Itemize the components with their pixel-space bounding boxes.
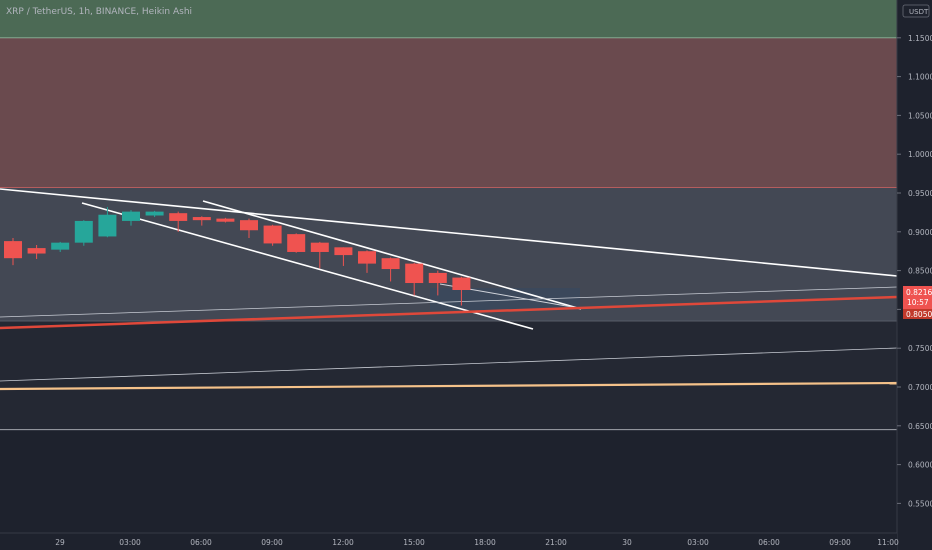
support-line-thin-lower[interactable] (0, 347, 898, 382)
chart-title: XRP / TetherUS, 1h, BINANCE, Heikin Ashi (6, 7, 192, 17)
trendlines-layer[interactable] (0, 188, 898, 391)
time-tick-label: 09:00 (261, 538, 283, 547)
time-tick-label: 18:00 (474, 538, 496, 547)
time-tick-label: 29 (55, 538, 65, 547)
candle-body (240, 220, 258, 231)
price-tick-label: 0.8500 (908, 267, 932, 276)
zone-red (0, 37, 897, 188)
time-tick-label: 11:00 (877, 538, 899, 547)
price-tick-label: 1.0500 (908, 111, 932, 120)
candle-body (4, 241, 22, 259)
candle-body (122, 211, 140, 221)
time-tick-label: 06:00 (758, 538, 780, 547)
projection-box (430, 288, 580, 310)
support-line-orange[interactable] (0, 381, 898, 391)
price-axis[interactable]: 1.1500 1.1000 1.0500 1.0000 0.9500 0.9000 0.85… (896, 0, 932, 550)
time-tick-label: 12:00 (332, 538, 354, 547)
countdown-label: 10:57 (907, 298, 929, 307)
candle-body (145, 211, 164, 216)
price-tick-label: 0.6000 (908, 461, 932, 470)
candle-body (192, 217, 211, 221)
candle-body (169, 213, 188, 221)
price-tick-label: 1.1500 (908, 34, 932, 43)
low-price-tag (903, 309, 932, 319)
support-line-red[interactable] (0, 295, 898, 330)
channel-lower-line[interactable] (81, 202, 534, 330)
zone-green (0, 0, 897, 38)
time-tick-label: 03:00 (119, 538, 141, 547)
candle-body (216, 218, 235, 222)
currency-badge[interactable] (902, 4, 930, 18)
time-axis[interactable]: 29 03:00 06:00 09:00 12:00 15:00 18:00 21:00 30 0… (0, 532, 899, 550)
price-tick-label: 0.9000 (908, 228, 932, 237)
price-tick-label: 1.1000 (908, 73, 932, 82)
candle-body (98, 214, 117, 237)
current-price-label: 0.8216 (906, 288, 932, 297)
candle-body (51, 242, 70, 250)
candle-body (310, 242, 329, 252)
time-tick-label: 15:00 (403, 538, 425, 547)
currency-label: USDT (909, 8, 929, 16)
candle-body (334, 247, 353, 256)
time-tick-label: 30 (622, 538, 632, 547)
candle-body (27, 248, 46, 254)
channel-upper-line[interactable] (202, 200, 582, 310)
candle-body (452, 277, 471, 290)
time-tick-label: 21:00 (545, 538, 567, 547)
candle-body (74, 220, 93, 243)
time-tick-label: 06:00 (190, 538, 212, 547)
candles-layer (4, 206, 471, 306)
candle-body (358, 251, 376, 264)
price-tick-label: 0.9500 (908, 189, 932, 198)
price-tick-label: 0.5500 (908, 499, 932, 508)
support-line-thin-upper[interactable] (0, 286, 898, 318)
time-tick-label: 09:00 (829, 538, 851, 547)
price-axis-background (897, 0, 932, 550)
price-tick-label: 0.7000 (908, 383, 932, 392)
candle-body (405, 263, 424, 284)
resistance-line-long[interactable] (0, 188, 898, 277)
candle-body (381, 258, 400, 270)
candle-body (287, 234, 306, 252)
price-tick-label: 1.0000 (908, 150, 932, 159)
candle-body (263, 225, 282, 244)
candle-body (428, 272, 447, 284)
time-axis-background (0, 533, 897, 550)
price-tick-label: 0.7500 (908, 344, 932, 353)
price-tick-label: 0.6500 (908, 422, 932, 431)
zone-grey (0, 187, 897, 322)
time-tick-label: 03:00 (687, 538, 709, 547)
zone-dark (0, 321, 897, 430)
low-price-label: 0.8050 (906, 310, 932, 319)
